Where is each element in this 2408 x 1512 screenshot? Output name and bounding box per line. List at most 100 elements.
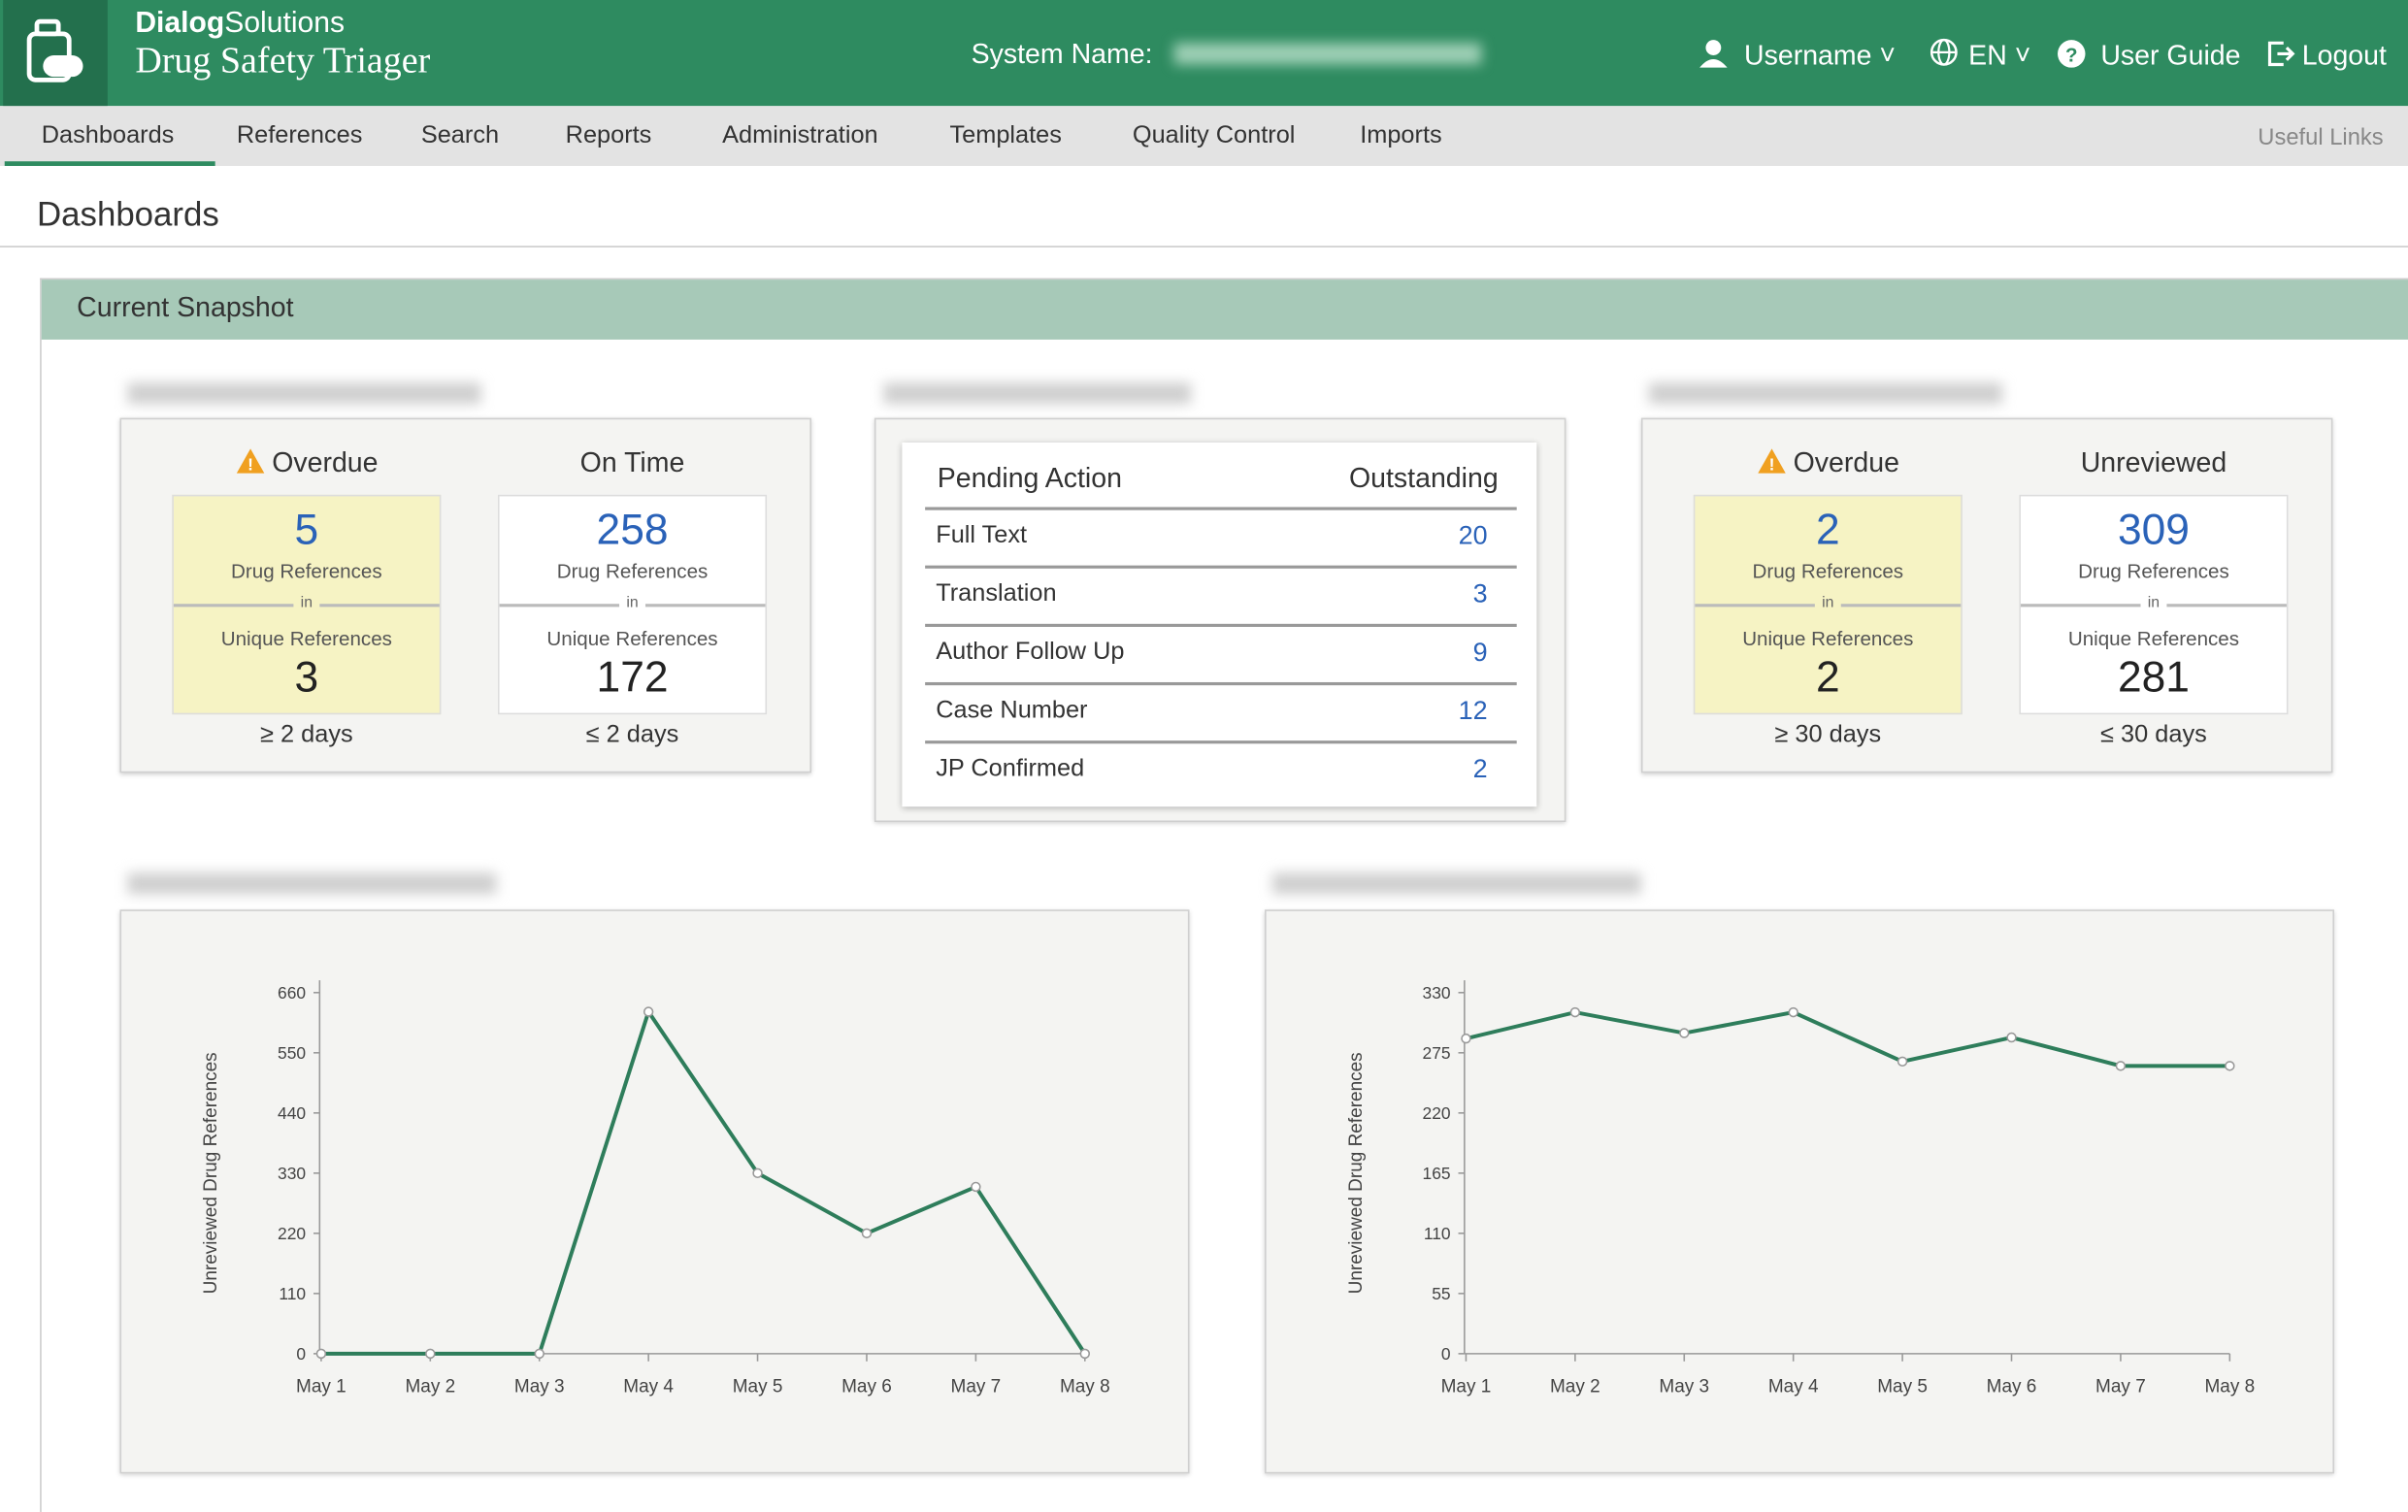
x-tick-label: May 1: [1441, 1376, 1492, 1397]
y-tick-label: 165: [1423, 1164, 1451, 1183]
data-point: [535, 1349, 544, 1358]
username[interactable]: Username: [1744, 40, 1871, 71]
data-point: [426, 1349, 435, 1358]
y-tick-label: 0: [1441, 1344, 1451, 1364]
heading-text: Overdue: [272, 447, 378, 478]
row-label: Author Follow Up: [936, 640, 1124, 667]
row-value[interactable]: 2: [1473, 754, 1488, 785]
logo: [3, 0, 108, 106]
row-value[interactable]: 20: [1459, 521, 1488, 552]
data-point: [863, 1229, 872, 1237]
row-value[interactable]: 9: [1473, 638, 1488, 669]
user-guide[interactable]: User Guide: [2100, 40, 2240, 72]
column-heading: !Overdue: [1694, 447, 1963, 479]
warning-mark: !: [247, 454, 253, 474]
active-tab-underline: [5, 161, 215, 166]
language[interactable]: EN: [1968, 40, 2007, 71]
warning-mark: !: [1769, 454, 1775, 474]
unique-references-count: 3: [174, 653, 440, 703]
drug-references-label: Drug References: [500, 559, 766, 582]
nav-bar: Dashboards References Search Reports Adminis…: [0, 106, 2408, 166]
y-tick-label: 55: [1432, 1284, 1450, 1303]
in-label: in: [619, 595, 645, 611]
y-tick-label: 110: [1424, 1224, 1451, 1243]
table-panel: Pending ActionOutstandingFull Text20Tran…: [874, 418, 1566, 822]
table-header-action: Pending Action: [938, 463, 1122, 495]
row-border: [925, 624, 1517, 627]
system-name-blurred: [1174, 43, 1482, 64]
chart-panel: Unreviewed Drug References01102203304405…: [119, 909, 1189, 1473]
x-tick-label: May 4: [1768, 1376, 1819, 1397]
row-value[interactable]: 3: [1473, 579, 1488, 610]
heading-text: On Time: [580, 447, 685, 478]
count-box: 258Drug ReferencesinUnique References172: [498, 495, 767, 714]
header: DialogSolutions Drug Safety Triager Syst…: [0, 0, 2408, 106]
system-name-label: System Name:: [972, 39, 1153, 71]
drug-references-count: 2: [1695, 506, 1961, 555]
unique-references-label: Unique References: [2021, 627, 2287, 650]
column-footer: ≥ 30 days: [1694, 722, 1963, 749]
brand-bold: Dialog: [135, 8, 224, 40]
chart-panel: Unreviewed Drug References05511016522027…: [1265, 909, 2334, 1473]
row-border: [925, 682, 1517, 685]
nav-tab[interactable]: Quality Control: [1133, 123, 1296, 150]
nav-tab[interactable]: Templates: [949, 123, 1061, 150]
y-tick-label: 550: [278, 1043, 306, 1063]
in-label: in: [2141, 595, 2167, 611]
data-point: [972, 1182, 980, 1191]
drug-references-label: Drug References: [1695, 559, 1961, 582]
language-menu[interactable]: EN ˅: [1968, 40, 2030, 72]
nav-tab[interactable]: Search: [421, 123, 499, 150]
in-label: in: [1815, 595, 1841, 611]
chart-title-blurred: [1272, 872, 1641, 894]
x-tick-label: May 1: [296, 1376, 346, 1397]
panel-title-blurred: [127, 382, 480, 404]
row-label: Full Text: [936, 522, 1027, 549]
globe-icon: [1929, 37, 1960, 68]
unique-references-label: Unique References: [1695, 627, 1961, 650]
y-tick-label: 0: [296, 1344, 306, 1364]
nav-tab[interactable]: Administration: [722, 123, 878, 150]
row-border: [925, 507, 1517, 509]
x-tick-label: May 3: [514, 1376, 565, 1397]
page-title: Dashboards: [37, 195, 219, 235]
unique-references-count: 281: [2021, 653, 2287, 703]
y-tick-label: 330: [1423, 983, 1451, 1003]
logout[interactable]: Logout: [2302, 40, 2387, 72]
brand-light: Solutions: [224, 8, 345, 40]
row-value[interactable]: 12: [1459, 696, 1488, 727]
heading-text: Unreviewed: [2081, 447, 2227, 478]
x-tick-label: May 5: [1877, 1376, 1928, 1397]
y-tick-label: 440: [278, 1103, 306, 1123]
nav-tab[interactable]: Reports: [566, 123, 652, 150]
data-point: [1080, 1349, 1089, 1358]
username-menu[interactable]: Username ˅: [1744, 40, 1896, 72]
brand: DialogSolutions: [135, 8, 345, 42]
drug-references-count: 309: [2021, 506, 2287, 555]
x-tick-label: May 8: [1060, 1376, 1110, 1397]
nav-tab[interactable]: Imports: [1360, 123, 1441, 150]
row-label: Case Number: [936, 698, 1087, 725]
row-label: Translation: [936, 580, 1056, 608]
row-label: JP Confirmed: [936, 756, 1084, 783]
x-tick-label: May 2: [1550, 1376, 1600, 1397]
drug-references-label: Drug References: [2021, 559, 2287, 582]
chart-title-blurred: [127, 872, 496, 894]
count-box: 309 Drug References in Unique References 281: [2019, 495, 2288, 714]
useful-links[interactable]: Useful Links: [2258, 124, 2383, 150]
snapshot-panel: !Overdue 2 Drug References in Unique Referen…: [1641, 418, 2332, 773]
section-header: [42, 279, 2408, 340]
divider: [0, 246, 2408, 247]
y-tick-label: 330: [278, 1164, 306, 1183]
y-tick-label: 275: [1423, 1043, 1451, 1063]
nav-tab[interactable]: Dashboards: [42, 123, 175, 150]
snapshot-panel: !Overdue5Drug ReferencesinUnique Referen…: [119, 418, 810, 773]
nav-tab[interactable]: References: [237, 123, 363, 150]
data-point: [2007, 1034, 2016, 1042]
x-tick-label: May 6: [841, 1376, 892, 1397]
x-tick-label: May 6: [1987, 1376, 2037, 1397]
column-heading: Unreviewed: [2019, 447, 2288, 479]
